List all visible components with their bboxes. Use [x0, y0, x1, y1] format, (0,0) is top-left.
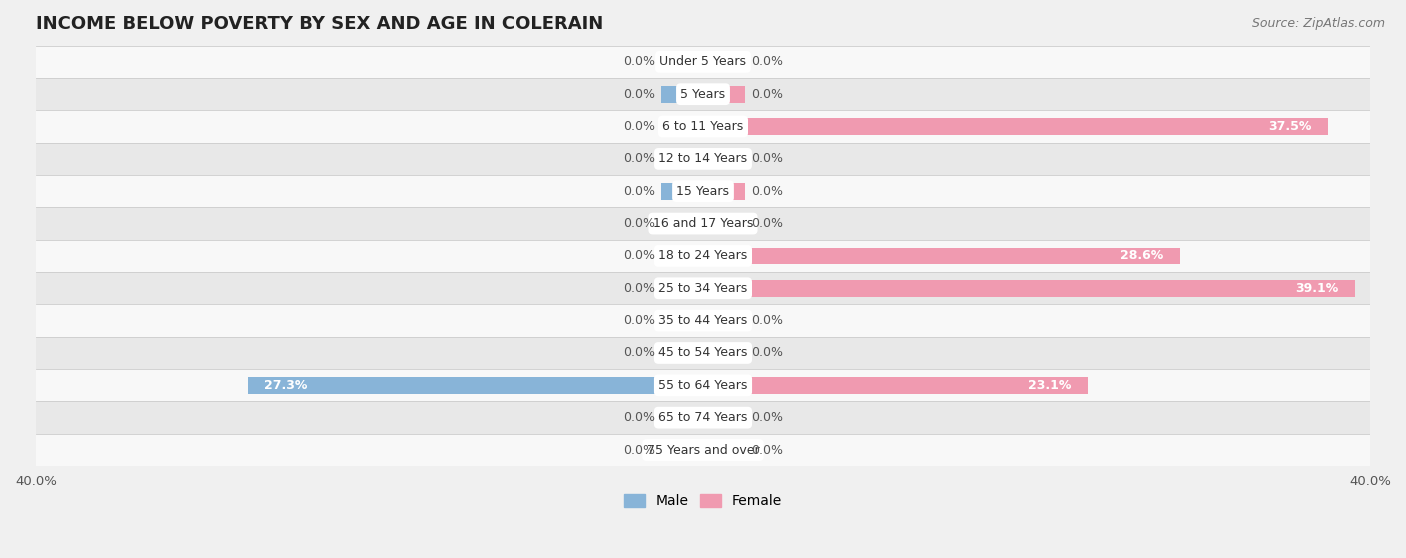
Text: 16 and 17 Years: 16 and 17 Years	[652, 217, 754, 230]
Bar	[661, 280, 703, 297]
Text: 0.0%: 0.0%	[623, 217, 655, 230]
Bar	[703, 441, 745, 459]
FancyBboxPatch shape	[37, 272, 1369, 305]
FancyBboxPatch shape	[37, 369, 1369, 402]
Bar	[703, 215, 745, 232]
FancyBboxPatch shape	[37, 175, 1369, 208]
Text: 0.0%: 0.0%	[623, 185, 655, 198]
Bar	[703, 344, 745, 362]
Text: 75 Years and over: 75 Years and over	[647, 444, 759, 456]
Text: 23.1%: 23.1%	[1028, 379, 1071, 392]
Bar	[661, 409, 703, 426]
Text: 28.6%: 28.6%	[1121, 249, 1163, 262]
Text: 0.0%: 0.0%	[623, 88, 655, 100]
Text: 0.0%: 0.0%	[751, 152, 783, 165]
Text: Under 5 Years: Under 5 Years	[659, 55, 747, 68]
Text: 0.0%: 0.0%	[623, 444, 655, 456]
Text: 6 to 11 Years: 6 to 11 Years	[662, 120, 744, 133]
FancyBboxPatch shape	[37, 402, 1369, 434]
Text: 0.0%: 0.0%	[751, 217, 783, 230]
Text: 0.0%: 0.0%	[751, 55, 783, 68]
Text: 0.0%: 0.0%	[623, 411, 655, 424]
Text: 18 to 24 Years: 18 to 24 Years	[658, 249, 748, 262]
Text: 0.0%: 0.0%	[623, 152, 655, 165]
Legend: Male, Female: Male, Female	[619, 489, 787, 514]
Text: INCOME BELOW POVERTY BY SEX AND AGE IN COLERAIN: INCOME BELOW POVERTY BY SEX AND AGE IN C…	[37, 15, 603, 33]
Bar	[661, 312, 703, 329]
Bar	[703, 280, 1355, 297]
Bar	[661, 441, 703, 459]
Bar	[661, 151, 703, 167]
FancyBboxPatch shape	[37, 110, 1369, 143]
FancyBboxPatch shape	[37, 240, 1369, 272]
Text: 5 Years: 5 Years	[681, 88, 725, 100]
Bar	[661, 215, 703, 232]
Text: 15 Years: 15 Years	[676, 185, 730, 198]
Bar	[661, 86, 703, 103]
FancyBboxPatch shape	[37, 143, 1369, 175]
Text: 0.0%: 0.0%	[623, 120, 655, 133]
Text: 25 to 34 Years: 25 to 34 Years	[658, 282, 748, 295]
Text: 0.0%: 0.0%	[751, 444, 783, 456]
Bar	[703, 377, 1088, 394]
Bar	[661, 183, 703, 200]
Text: 0.0%: 0.0%	[623, 314, 655, 327]
Text: 35 to 44 Years: 35 to 44 Years	[658, 314, 748, 327]
Text: 0.0%: 0.0%	[623, 55, 655, 68]
Bar	[703, 312, 745, 329]
Bar	[661, 248, 703, 264]
Bar	[703, 54, 745, 70]
Text: 45 to 54 Years: 45 to 54 Years	[658, 347, 748, 359]
Text: 37.5%: 37.5%	[1268, 120, 1312, 133]
Text: 65 to 74 Years: 65 to 74 Years	[658, 411, 748, 424]
FancyBboxPatch shape	[37, 337, 1369, 369]
Text: 12 to 14 Years: 12 to 14 Years	[658, 152, 748, 165]
Bar	[703, 248, 1180, 264]
Text: 0.0%: 0.0%	[751, 185, 783, 198]
Bar	[703, 183, 745, 200]
Text: 0.0%: 0.0%	[751, 88, 783, 100]
Bar	[661, 54, 703, 70]
FancyBboxPatch shape	[37, 46, 1369, 78]
Bar	[661, 118, 703, 135]
Bar	[247, 377, 703, 394]
FancyBboxPatch shape	[37, 305, 1369, 337]
FancyBboxPatch shape	[37, 434, 1369, 466]
Bar	[703, 118, 1329, 135]
Text: 27.3%: 27.3%	[264, 379, 308, 392]
FancyBboxPatch shape	[37, 208, 1369, 240]
Bar	[661, 344, 703, 362]
Text: 39.1%: 39.1%	[1295, 282, 1339, 295]
Text: 0.0%: 0.0%	[623, 282, 655, 295]
Text: Source: ZipAtlas.com: Source: ZipAtlas.com	[1251, 17, 1385, 30]
FancyBboxPatch shape	[37, 78, 1369, 110]
Text: 0.0%: 0.0%	[623, 347, 655, 359]
Text: 0.0%: 0.0%	[751, 314, 783, 327]
Bar	[703, 409, 745, 426]
Bar	[703, 86, 745, 103]
Text: 0.0%: 0.0%	[623, 249, 655, 262]
Text: 0.0%: 0.0%	[751, 411, 783, 424]
Bar	[703, 151, 745, 167]
Text: 0.0%: 0.0%	[751, 347, 783, 359]
Text: 55 to 64 Years: 55 to 64 Years	[658, 379, 748, 392]
